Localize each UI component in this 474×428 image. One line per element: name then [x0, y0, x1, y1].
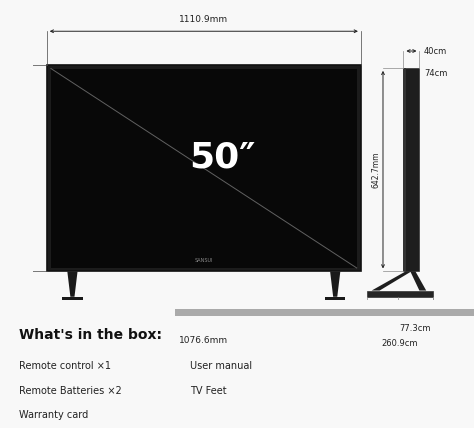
Text: 74cm: 74cm — [424, 69, 447, 78]
Polygon shape — [410, 271, 426, 291]
Bar — [51, 68, 357, 268]
Polygon shape — [372, 271, 411, 291]
Text: 260.9cm: 260.9cm — [382, 339, 419, 348]
Text: 77.3cm: 77.3cm — [400, 324, 431, 333]
Bar — [175, 309, 474, 316]
Text: What's in the box:: What's in the box: — [19, 328, 162, 342]
Bar — [403, 68, 419, 271]
Text: 642.7mm: 642.7mm — [372, 152, 381, 188]
Bar — [367, 291, 433, 297]
Polygon shape — [67, 271, 78, 297]
Text: 1076.6mm: 1076.6mm — [179, 336, 228, 345]
Text: 40cm: 40cm — [424, 47, 447, 56]
Text: SANSUI: SANSUI — [194, 258, 213, 262]
Text: User manual: User manual — [190, 361, 252, 371]
Bar — [403, 68, 406, 271]
Text: Warranty card: Warranty card — [19, 410, 88, 420]
Text: Remote Batteries ×2: Remote Batteries ×2 — [19, 386, 122, 395]
Bar — [47, 65, 361, 271]
Bar — [325, 297, 346, 302]
Polygon shape — [330, 271, 340, 297]
Text: 50″: 50″ — [190, 141, 256, 175]
Text: TV Feet: TV Feet — [190, 386, 226, 395]
Bar — [62, 297, 82, 302]
Text: Remote control ×1: Remote control ×1 — [19, 361, 111, 371]
Text: 1110.9mm: 1110.9mm — [179, 15, 228, 24]
Text: 697mm: 697mm — [0, 151, 2, 186]
